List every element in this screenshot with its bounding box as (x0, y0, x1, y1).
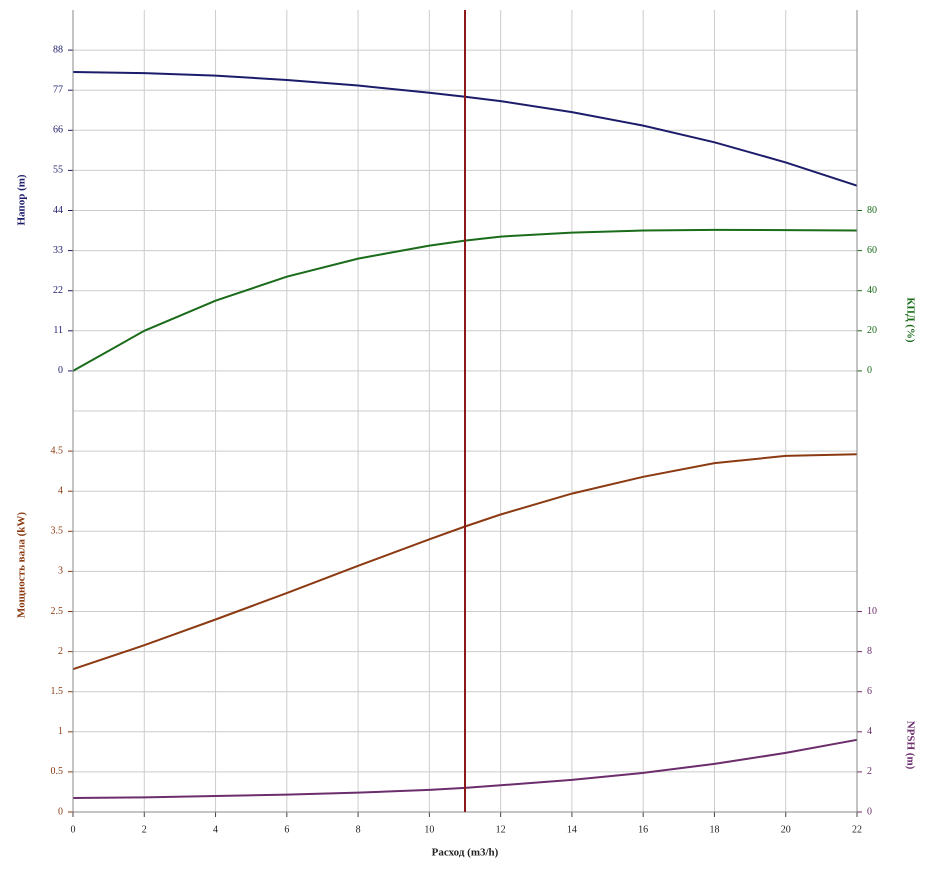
y-axis-label: Мощность вала (kW) (16, 512, 28, 618)
y2-tick-label: 80 (867, 205, 877, 216)
y-tick-label: 0 (58, 365, 63, 376)
y-tick-label: 3.5 (51, 526, 64, 537)
y-tick-label: 33 (53, 245, 63, 256)
y-tick-label: 2.5 (51, 606, 64, 617)
y-tick-label: 0.5 (51, 766, 64, 777)
y-tick-label: 4.5 (51, 445, 64, 456)
x-axis-label: Расход (m3/h) (432, 847, 499, 859)
x-tick-label: 0 (71, 824, 76, 835)
y-tick-label: 22 (53, 285, 63, 296)
y-tick-label: 66 (53, 125, 63, 136)
y-axis-label: Напор (m) (16, 174, 28, 225)
x-tick-label: 10 (424, 824, 434, 835)
x-tick-label: 12 (496, 824, 506, 835)
y-tick-label: 1.5 (51, 686, 64, 697)
y2-tick-label: 60 (867, 245, 877, 256)
x-tick-label: 20 (781, 824, 791, 835)
y2-axis-label: КПД (%) (904, 297, 916, 343)
y-tick-label: 0 (58, 806, 63, 817)
y-tick-label: 3 (58, 566, 63, 577)
y2-tick-label: 20 (867, 325, 877, 336)
y2-axis-label: NPSH (m) (904, 721, 916, 770)
x-tick-label: 16 (638, 824, 648, 835)
y-tick-label: 55 (53, 165, 63, 176)
y2-tick-label: 4 (867, 726, 872, 737)
y2-tick-label: 8 (867, 646, 872, 657)
y-tick-label: 2 (58, 646, 63, 657)
y-tick-label: 11 (53, 325, 63, 336)
y-tick-label: 1 (58, 726, 63, 737)
y2-tick-label: 6 (867, 686, 872, 697)
x-tick-label: 2 (142, 824, 147, 835)
y-tick-label: 77 (53, 84, 63, 95)
x-tick-label: 18 (709, 824, 719, 835)
y2-tick-label: 10 (867, 606, 877, 617)
x-tick-label: 14 (567, 824, 577, 835)
y2-tick-label: 0 (867, 806, 872, 817)
y2-tick-label: 2 (867, 766, 872, 777)
y2-tick-label: 40 (867, 285, 877, 296)
y-tick-label: 4 (58, 485, 63, 496)
y-tick-label: 88 (53, 44, 63, 55)
x-tick-label: 6 (284, 824, 289, 835)
y-tick-label: 44 (53, 205, 63, 216)
x-tick-label: 4 (213, 824, 218, 835)
x-tick-label: 22 (852, 824, 862, 835)
y2-tick-label: 0 (867, 365, 872, 376)
x-tick-label: 8 (356, 824, 361, 835)
